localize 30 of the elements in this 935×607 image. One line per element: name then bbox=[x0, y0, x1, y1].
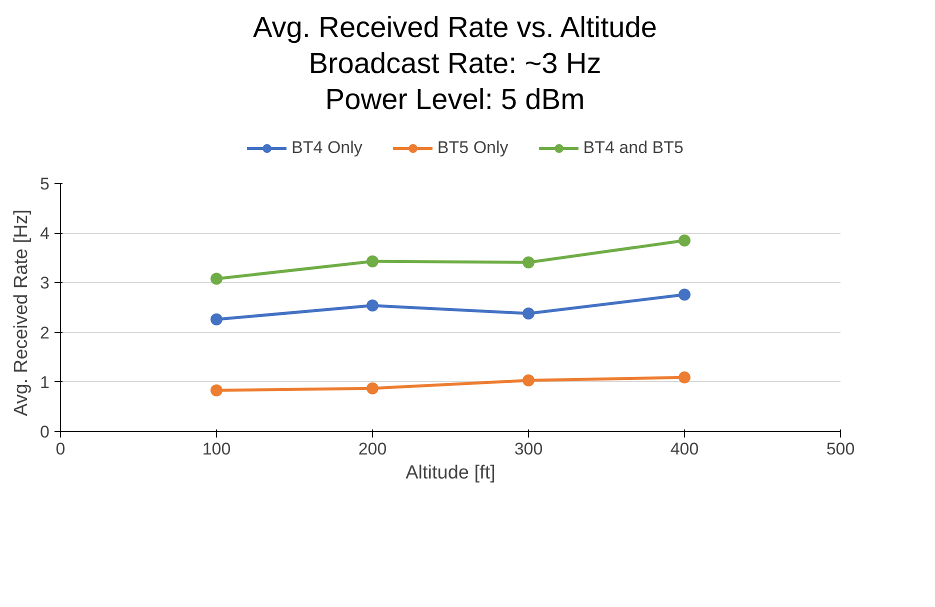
x-tick-label: 400 bbox=[670, 440, 699, 458]
y-tick-label: 3 bbox=[40, 274, 50, 293]
point bbox=[366, 255, 378, 268]
point bbox=[210, 313, 222, 326]
x-tick-label: 500 bbox=[826, 440, 855, 458]
legend-label: BT5 Only bbox=[437, 138, 508, 158]
y-tick-label: 0 bbox=[40, 422, 50, 442]
y-tick-label: 5 bbox=[40, 174, 50, 194]
point bbox=[210, 272, 222, 285]
point bbox=[678, 371, 690, 384]
x-tick-label: 200 bbox=[358, 440, 387, 458]
y-tick-label: 1 bbox=[40, 372, 50, 392]
x-tick-label: 100 bbox=[202, 440, 231, 458]
x-tick-label: 300 bbox=[514, 440, 543, 458]
point bbox=[522, 307, 534, 320]
y-axis-title: Avg. Received Rate [Hz] bbox=[11, 209, 32, 416]
legend-label: BT4 and BT5 bbox=[583, 138, 684, 158]
point bbox=[366, 382, 378, 394]
y-tick-label: 4 bbox=[40, 224, 50, 244]
y-tick-label: 2 bbox=[40, 323, 50, 342]
chart-title: Avg. Received Rate vs. Altitude Broadcast Rate: ~3 Hz Power Level: 5 dBm bbox=[252, 11, 658, 118]
legend-label: BT4 Only bbox=[292, 138, 362, 158]
point bbox=[210, 384, 222, 396]
point bbox=[678, 288, 690, 301]
point bbox=[678, 234, 690, 247]
x-axis-title: Altitude [ft] bbox=[406, 462, 496, 484]
point bbox=[522, 256, 534, 268]
point bbox=[522, 374, 534, 386]
x-tick-label: 0 bbox=[56, 440, 66, 458]
point bbox=[366, 300, 378, 312]
